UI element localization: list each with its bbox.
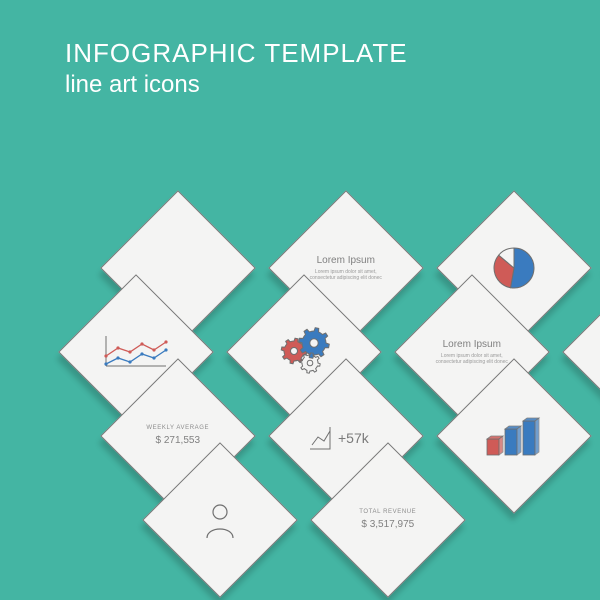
- diamond-grid: Lorem Ipsum Lorem ipsum dolor sit amet, …: [38, 150, 562, 550]
- diamond-tile: [562, 274, 600, 430]
- subtitle: line art icons: [65, 71, 408, 99]
- header: INFOGRAPHIC TEMPLATE line art icons: [65, 38, 408, 99]
- title: INFOGRAPHIC TEMPLATE: [65, 38, 408, 69]
